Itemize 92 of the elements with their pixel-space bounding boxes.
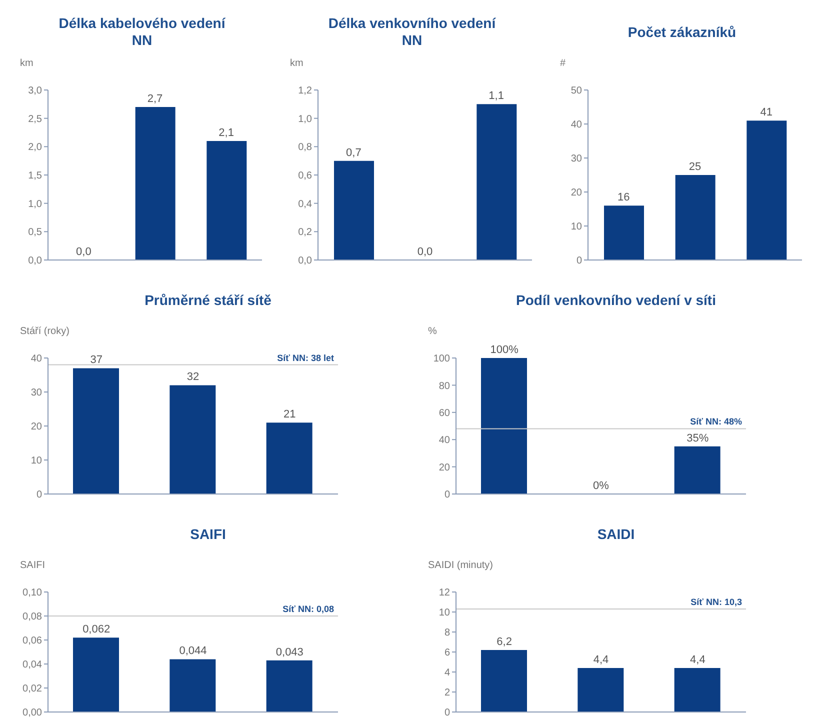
- y-tick-label: 80: [438, 380, 450, 392]
- y-tick-label: 0,00: [22, 708, 42, 719]
- y-axis-title: SAIDI (minuty): [428, 560, 494, 571]
- y-tick-label: 20: [30, 422, 42, 433]
- data-label: 1,1: [488, 90, 504, 102]
- bar: [170, 659, 216, 712]
- ref-line-label: Síť NN: 48%: [690, 416, 742, 427]
- y-tick-label: 0,5: [28, 227, 42, 238]
- data-label: 25: [688, 161, 702, 173]
- y-tick-label: 2: [444, 688, 450, 699]
- data-label: 2,7: [147, 93, 163, 105]
- y-tick-label: 0: [444, 708, 450, 719]
- y-axis-title: %: [428, 326, 437, 337]
- y-tick-label: 50: [570, 86, 582, 97]
- data-label: 0,0: [417, 246, 433, 258]
- y-axis-title: Stáří (roky): [20, 326, 70, 337]
- y-tick-label: 1,0: [298, 114, 312, 125]
- chart-title: Délka venkovního vedení NN: [327, 15, 497, 49]
- y-tick-label: 0,4: [298, 198, 312, 210]
- y-tick-label: 6: [444, 648, 450, 659]
- y-tick-label: 30: [30, 388, 42, 399]
- y-tick-label: 20: [570, 188, 582, 199]
- data-label: 0,0: [76, 246, 92, 258]
- data-label: 0,043: [276, 646, 304, 658]
- y-tick-label: 40: [30, 354, 42, 365]
- y-tick-label: 3,0: [28, 86, 42, 97]
- data-label: 6,2: [496, 636, 512, 648]
- bar: [675, 175, 716, 260]
- data-label: 41: [760, 106, 772, 119]
- ref-line-label: Síť NN: 38 let: [277, 352, 334, 363]
- data-label: 4,4: [593, 654, 609, 666]
- chart-title: Podíl venkovního vedení v síti: [516, 292, 716, 308]
- y-tick-label: 30: [570, 154, 582, 165]
- data-label: 4,4: [690, 654, 706, 666]
- y-tick-label: 60: [438, 408, 450, 419]
- y-tick-label: 40: [438, 435, 450, 446]
- bar: [746, 120, 787, 260]
- bar: [604, 206, 644, 260]
- y-axis-title: km: [290, 58, 304, 69]
- data-label: 0,062: [82, 624, 110, 636]
- data-label: 32: [186, 371, 200, 384]
- y-tick-label: 0,06: [22, 636, 42, 647]
- data-label: 100%: [490, 344, 519, 356]
- y-tick-label: 10: [438, 608, 450, 619]
- bar: [73, 638, 119, 712]
- data-label: 37: [90, 354, 102, 366]
- chart-title: Průměrné stáří sítě: [144, 292, 272, 308]
- y-tick-label: 100: [433, 354, 450, 365]
- y-tick-label: 40: [570, 120, 582, 131]
- chart-title: SAIFI: [189, 526, 227, 542]
- y-tick-label: 8: [444, 628, 450, 639]
- data-label: 0%: [593, 480, 610, 492]
- ref-line-label: Síť NN: 0,08: [282, 604, 334, 614]
- data-label: 16: [618, 192, 630, 204]
- y-axis-title: km: [20, 58, 34, 69]
- y-tick-label: 0,6: [298, 170, 312, 182]
- chart-title: Počet zákazníků: [626, 24, 738, 40]
- y-tick-label: 0,0: [298, 256, 312, 267]
- y-tick-label: 0,04: [22, 660, 42, 671]
- y-tick-label: 0: [576, 256, 582, 267]
- y-axis-title: SAIFI: [20, 560, 46, 571]
- y-tick-label: 2,5: [28, 114, 42, 125]
- y-tick-label: 12: [438, 588, 450, 599]
- y-tick-label: 0: [444, 490, 450, 501]
- y-tick-label: 10: [570, 222, 582, 233]
- y-tick-label: 1,2: [298, 86, 312, 97]
- y-tick-label: 0,08: [22, 612, 42, 623]
- y-tick-label: 0,8: [298, 142, 312, 154]
- y-tick-label: 0,0: [28, 256, 42, 267]
- y-tick-label: 0,02: [22, 684, 42, 695]
- data-label: 2,1: [218, 127, 234, 139]
- bar: [266, 422, 312, 494]
- y-tick-label: 1,5: [28, 170, 42, 182]
- chart-title: Délka kabelového vedení NN: [58, 15, 226, 49]
- y-tick-label: 0,10: [22, 588, 42, 599]
- y-tick-label: 20: [438, 462, 450, 474]
- data-label: 0,044: [179, 645, 207, 658]
- data-label: 35%: [686, 432, 709, 444]
- bar: [170, 385, 216, 494]
- y-tick-label: 0: [36, 490, 42, 501]
- y-tick-label: 4: [444, 668, 450, 679]
- chart-title: SAIDI: [596, 526, 636, 542]
- y-tick-label: 10: [30, 456, 42, 467]
- bar: [73, 368, 119, 494]
- y-tick-label: 1,0: [28, 198, 42, 210]
- y-tick-label: 2,0: [28, 142, 42, 154]
- y-axis-title: #: [560, 58, 566, 69]
- ref-line-label: Síť NN: 10,3: [690, 597, 742, 607]
- data-label: 0,7: [346, 146, 362, 159]
- data-label: 21: [284, 408, 296, 421]
- y-tick-label: 0,2: [298, 227, 312, 238]
- bar: [266, 660, 312, 712]
